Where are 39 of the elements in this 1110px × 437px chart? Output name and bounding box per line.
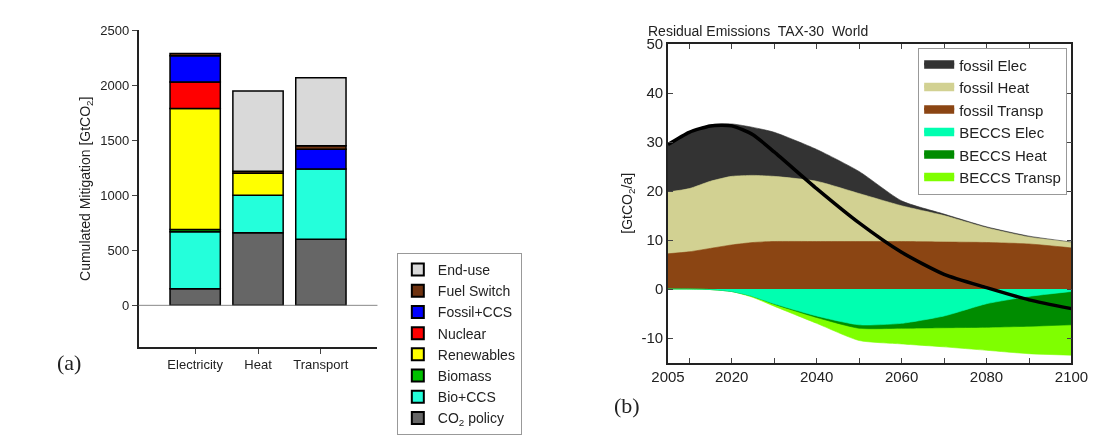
legend-label: Biomass [437,368,492,385]
x-tick-label: Electricity [167,357,224,373]
legend-label: Fossil+CCS [437,304,513,321]
y-tick-label: -10 [641,329,664,347]
legend-label: Nuclear [437,325,487,342]
y-tick-label: 2500 [100,22,130,38]
legend-label: Bio+CCS [437,389,496,406]
legend-label: End-use [437,262,491,279]
legend-label: Fuel Switch [437,283,511,300]
y-tick-label: 10 [646,231,664,249]
legend-label: fossil Heat [959,79,1031,97]
legend-label: fossil Elec [959,56,1028,74]
x-tick-label: Transport [293,357,349,373]
legend-label: Renewables [437,346,515,363]
y-tick-label: 30 [646,133,664,151]
x-tick-label: 2040 [799,368,834,386]
y-tick-label: 0 [654,280,664,298]
y-tick-label: 2000 [100,77,130,93]
y-tick-label: 1000 [100,187,130,203]
bar [294,76,347,147]
x-tick-label: 2060 [884,368,919,386]
text: (b) [614,393,640,418]
x-tick-label: 2020 [715,368,749,386]
legend-label: BECCS Heat [959,146,1048,164]
text: (a) [57,350,82,375]
y-tick-label: 0 [122,297,130,313]
x-tick-label: Heat [244,357,273,373]
legend-label: fossil Transp [959,101,1044,119]
y-tick-label: 1500 [100,132,130,148]
legend-label: BECCS Transp [959,169,1061,187]
bar [232,90,284,172]
y-tick-label: 20 [646,182,664,200]
x-tick-label: 2100 [1054,368,1089,386]
x-tick-label: 2080 [969,368,1004,386]
y-tick-label: 40 [646,84,664,102]
legend-label: CO$_{2}$ policy [437,410,504,429]
legend-label: BECCS Elec [959,124,1045,142]
x-tick-label: 2005 [651,368,685,386]
y-tick-label: 500 [107,242,130,258]
